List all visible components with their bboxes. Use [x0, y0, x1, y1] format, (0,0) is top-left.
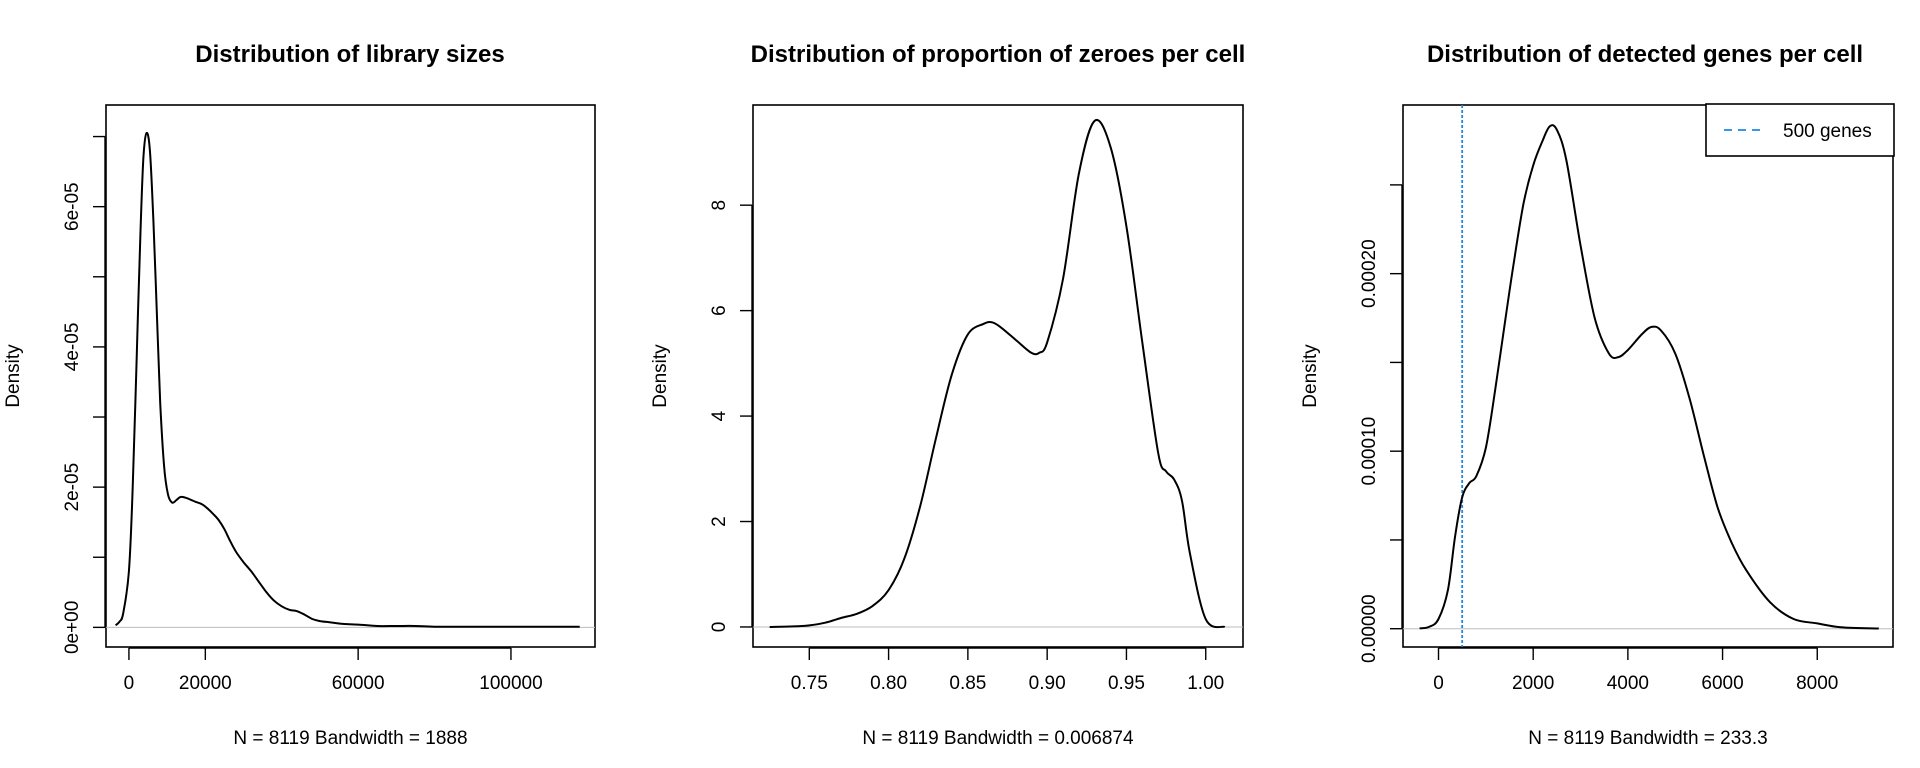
panel-3: Distribution of detected genes per cell 0…	[1300, 41, 1895, 749]
panel-2-x-axis-label: N = 8119 Bandwidth = 0.006874	[862, 728, 1134, 749]
panel-1-y-tick-label: 4e-05	[62, 323, 83, 372]
panel-3-x-tick-label: 4000	[1607, 673, 1649, 694]
panel-2-x-tick-label: 0.90	[1029, 673, 1066, 694]
panel-2-y-tick-label: 4	[709, 410, 730, 421]
panel-3-x-axis-label: N = 8119 Bandwidth = 233.3	[1528, 728, 1767, 749]
panel-2-y-tick-label: 0	[709, 622, 730, 633]
panel-3-legend-label: 500 genes	[1783, 121, 1872, 142]
panel-2-density-curve	[769, 118, 1226, 629]
panel-1-density-curve	[114, 131, 580, 628]
panel-2-x-tick-label: 0.75	[791, 673, 828, 694]
panel-3-y-tick-label: 0.00000	[1359, 594, 1380, 663]
panel-1-x-tick-label: 20000	[179, 673, 232, 694]
panel-2-y-tick-label: 6	[709, 305, 730, 316]
panel-2-y-tick-label: 8	[709, 200, 730, 211]
panel-3-title: Distribution of detected genes per cell	[1427, 41, 1863, 68]
panel-3-y-axis-label: Density	[1300, 344, 1321, 408]
panel-1-x-tick-label: 100000	[479, 673, 542, 694]
panel-1-y-tick-label: 0e+00	[62, 601, 83, 654]
panel-3-x-tick-label: 2000	[1512, 673, 1554, 694]
panel-1-x-tick-label: 60000	[332, 673, 385, 694]
panel-2-x-tick-label: 1.00	[1187, 673, 1224, 694]
panel-3-legend: 500 genes	[1705, 103, 1895, 157]
panel-3-x-tick-label: 6000	[1701, 673, 1743, 694]
panel-2-title: Distribution of proportion of zeroes per…	[751, 41, 1246, 68]
panel-2-x-tick-label: 0.95	[1108, 673, 1145, 694]
panel-2-x-tick-label: 0.80	[870, 673, 907, 694]
panel-3-density-curve	[1419, 124, 1879, 630]
panel-3-x-tick-label: 0	[1433, 673, 1444, 694]
panel-1-x-tick-label: 0	[124, 673, 135, 694]
panel-3-x-tick-label: 8000	[1796, 673, 1838, 694]
panel-2: Distribution of proportion of zeroes per…	[650, 41, 1245, 749]
panel-1-title: Distribution of library sizes	[195, 41, 504, 68]
panel-1: Distribution of library sizes 0 20000 60000…	[3, 41, 596, 749]
panel-3-plot-frame	[1402, 104, 1894, 648]
panel-2-y-axis-label: Density	[650, 344, 671, 408]
panel-2-y-tick-label: 2	[709, 516, 730, 527]
panel-3-legend-box	[1705, 103, 1895, 157]
panel-1-plot-frame	[105, 104, 596, 648]
panel-2-plot-frame	[752, 104, 1244, 648]
panel-1-x-axis-label: N = 8119 Bandwidth = 1888	[233, 728, 467, 749]
panel-3-y-tick-label: 0.00010	[1359, 417, 1380, 486]
panel-3-y-tick-label: 0.00020	[1359, 239, 1380, 308]
panel-2-x-tick-label: 0.85	[949, 673, 986, 694]
panel-1-y-tick-label: 2e-05	[62, 463, 83, 512]
panel-1-y-axis-label: Density	[3, 344, 24, 408]
panel-1-y-tick-label: 6e-05	[62, 182, 83, 231]
